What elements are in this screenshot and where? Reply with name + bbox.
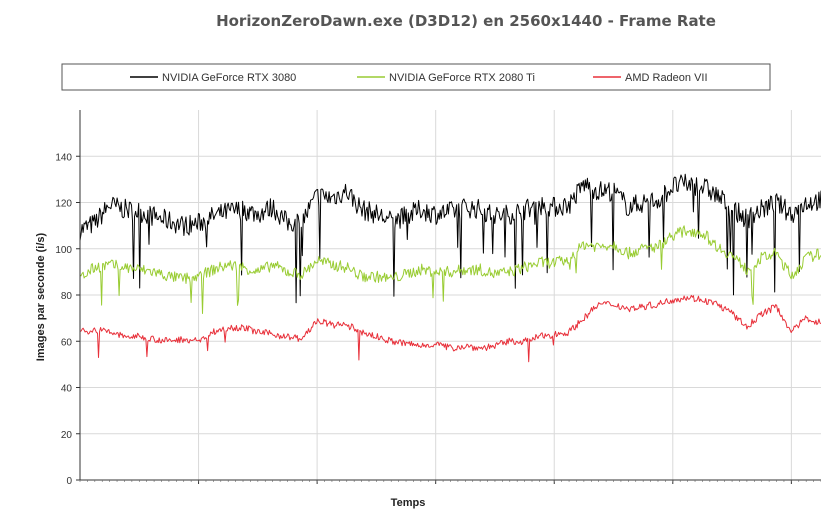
series-line-2 [79, 294, 821, 363]
legend-label-0: NVIDIA GeForce RTX 3080 [162, 72, 296, 84]
y-axis-title: Images par seconde (i/s) [35, 232, 47, 361]
y-tick-label: 140 [55, 152, 72, 163]
y-tick-label: 100 [55, 245, 72, 256]
y-tick-label: 0 [66, 476, 72, 487]
series-line-1 [79, 225, 821, 314]
x-axis-title: Temps [391, 497, 426, 509]
series-lines [79, 173, 821, 363]
y-tick-label: 40 [61, 384, 73, 395]
legend: NVIDIA GeForce RTX 3080 NVIDIA GeForce RT… [130, 72, 708, 84]
grid [80, 110, 821, 480]
y-tick-label: 60 [61, 337, 73, 348]
y-tick-label: 80 [61, 291, 73, 302]
legend-label-1: NVIDIA GeForce RTX 2080 Ti [389, 72, 535, 84]
series-line-0 [79, 173, 821, 304]
legend-box [61, 63, 771, 91]
legend-label-2: AMD Radeon VII [625, 72, 708, 84]
chart-title: HorizonZeroDawn.exe (D3D12) en 2560x1440… [216, 12, 716, 30]
axes: 0 20 40 60 80 100 120 140 [55, 110, 821, 487]
y-tick-label: 20 [61, 430, 73, 441]
y-tick-label: 120 [55, 199, 72, 210]
